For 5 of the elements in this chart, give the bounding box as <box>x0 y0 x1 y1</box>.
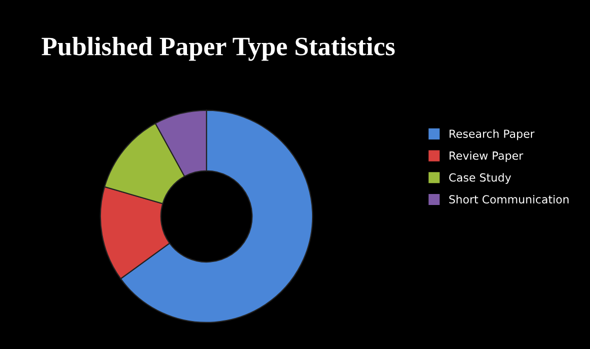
legend-label: Research Paper <box>450 129 535 140</box>
legend-label: Case Study <box>449 173 512 184</box>
chart-title: Published Paper Type Statistics <box>42 36 395 61</box>
legend-label: Short Communication <box>449 194 569 204</box>
legend-label: Review Paper <box>450 151 524 162</box>
